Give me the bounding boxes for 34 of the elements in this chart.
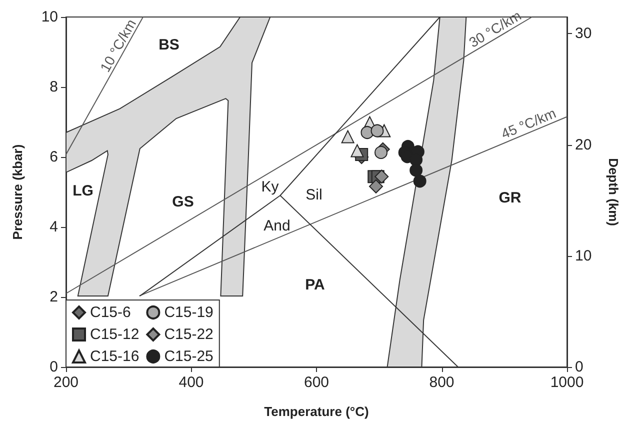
annotation: Sil bbox=[306, 186, 322, 204]
y-tick-label: 4 bbox=[50, 218, 58, 236]
x-axis-title: Temperature (°C) bbox=[264, 404, 369, 419]
annotation: LG bbox=[72, 182, 94, 200]
y-axis-title: Pressure (kbar) bbox=[10, 144, 25, 240]
annotation: GS bbox=[172, 194, 194, 210]
legend-label: C15-22 bbox=[164, 326, 214, 343]
text: 45 °C/km bbox=[498, 104, 558, 142]
legend-label: C15-6 bbox=[90, 304, 131, 321]
annotation: Ky bbox=[261, 178, 280, 196]
y2-tick-label: 20 bbox=[575, 136, 592, 154]
y-tick-label: 0 bbox=[50, 358, 58, 376]
y2-tick-label: 0 bbox=[575, 358, 584, 376]
annotation: And bbox=[264, 218, 290, 234]
legend-label: C15-25 bbox=[164, 348, 214, 365]
x-tick-label: 200 bbox=[53, 374, 79, 391]
annotation: BS bbox=[158, 36, 180, 54]
y2-axis-title: Depth (km) bbox=[606, 158, 621, 226]
annotation: PA bbox=[305, 276, 326, 294]
annotation: GR bbox=[498, 190, 522, 206]
y-tick-label: 8 bbox=[50, 78, 58, 96]
x-tick-label: 1000 bbox=[550, 374, 584, 391]
legend-label: C15-12 bbox=[90, 326, 140, 343]
legend-label: C15-16 bbox=[90, 348, 140, 365]
y2-tick-label: 10 bbox=[575, 247, 592, 264]
x-tick-label: 400 bbox=[178, 374, 204, 391]
y-tick-label: 2 bbox=[50, 288, 58, 306]
y2-tick-label: 30 bbox=[575, 25, 592, 42]
legend-label: C15-19 bbox=[164, 304, 214, 321]
x-tick-label: 800 bbox=[429, 374, 454, 391]
text: 30 °C/km bbox=[466, 7, 524, 50]
x-tick-label: 600 bbox=[304, 374, 330, 391]
y-tick-label: 10 bbox=[41, 8, 58, 26]
y-tick-label: 6 bbox=[50, 148, 58, 166]
